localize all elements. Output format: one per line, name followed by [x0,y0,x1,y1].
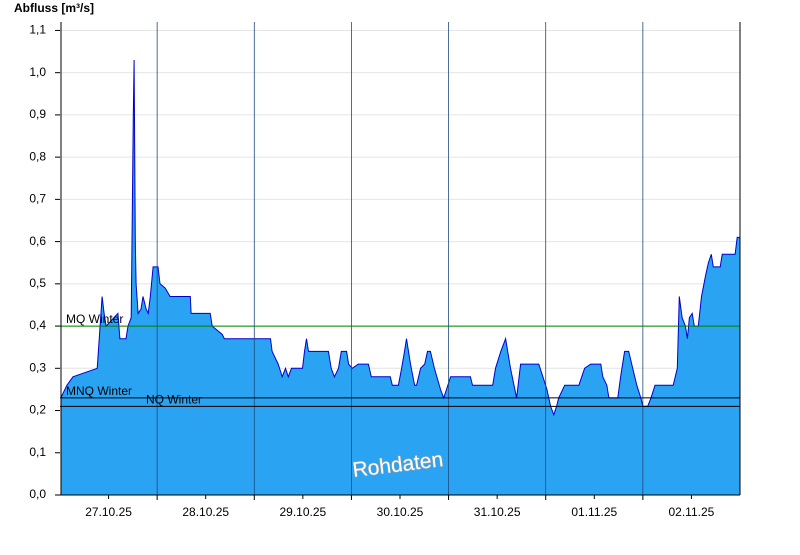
y-tick-label: 0,1 [29,445,46,459]
area [60,60,741,495]
x-tick-label: 29.10.25 [279,505,326,519]
x-tick-label: 28.10.25 [182,505,229,519]
y-axis-title: Abfluss [m³/s] [14,1,94,15]
y-tick-label: 0,4 [29,318,46,332]
y-tick-label: 1,1 [29,23,46,37]
reference-label: NQ Winter [146,392,202,406]
line [60,59,740,417]
x-tick-label: 27.10.25 [85,505,132,519]
x-tick-label: 30.10.25 [377,505,424,519]
y-tick-label: 1,0 [29,65,46,79]
y-tick-label: 0,3 [29,360,46,374]
x-tick-label: 31.10.25 [474,505,521,519]
y-tick-label: 0,5 [29,276,46,290]
y-tick-label: 0,8 [29,149,46,163]
reference-label: MQ Winter [66,312,123,326]
y-tick-label: 0,6 [29,234,46,248]
x-tick-label: 01.11.25 [571,505,617,519]
y-tick-label: 0,7 [29,192,46,206]
y-tick-label: 0,0 [29,487,46,501]
reference-label: MNQ Winter [66,384,132,398]
y-tick-label: 0,9 [29,107,46,121]
x-tick-label: 02.11.25 [669,505,715,519]
y-tick-label: 0,2 [29,403,46,417]
